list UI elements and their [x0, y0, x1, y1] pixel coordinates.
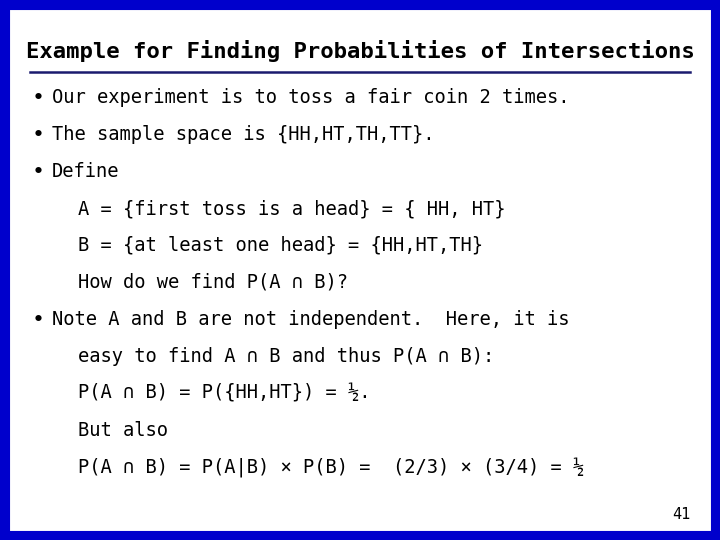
Text: Note A and B are not independent.  Here, it is: Note A and B are not independent. Here, … [52, 310, 570, 329]
Text: Our experiment is to toss a fair coin 2 times.: Our experiment is to toss a fair coin 2 … [52, 88, 570, 107]
Text: •: • [32, 88, 45, 108]
Text: But also: But also [78, 421, 168, 440]
Text: Define: Define [52, 162, 120, 181]
Text: easy to find A ∩ B and thus P(A ∩ B):: easy to find A ∩ B and thus P(A ∩ B): [78, 347, 494, 366]
Text: The sample space is {HH,HT,TH,TT}.: The sample space is {HH,HT,TH,TT}. [52, 125, 434, 144]
Text: •: • [32, 310, 45, 330]
Text: 41: 41 [672, 507, 690, 522]
Text: How do we find P(A ∩ B)?: How do we find P(A ∩ B)? [78, 273, 348, 292]
Text: •: • [32, 125, 45, 145]
Text: P(A ∩ B) = P(A|B) × P(B) =  (2/3) × (3/4) = ½: P(A ∩ B) = P(A|B) × P(B) = (2/3) × (3/4)… [78, 458, 584, 478]
Text: B = {at least one head} = {HH,HT,TH}: B = {at least one head} = {HH,HT,TH} [78, 236, 483, 255]
Text: •: • [32, 162, 45, 182]
Text: Example for Finding Probabilities of Intersections: Example for Finding Probabilities of Int… [26, 40, 694, 62]
Text: A = {first toss is a head} = { HH, HT}: A = {first toss is a head} = { HH, HT} [78, 199, 505, 218]
Text: P(A ∩ B) = P({HH,HT}) = ½.: P(A ∩ B) = P({HH,HT}) = ½. [78, 384, 371, 403]
